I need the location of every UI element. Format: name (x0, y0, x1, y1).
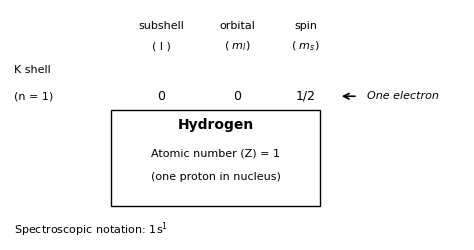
Text: (one proton in nucleus): (one proton in nucleus) (151, 172, 281, 182)
Text: spin: spin (294, 21, 317, 31)
Text: 0: 0 (157, 90, 165, 103)
Text: ( l ): ( l ) (152, 41, 171, 51)
Text: ( $m_s$): ( $m_s$) (292, 40, 320, 53)
Text: K shell: K shell (14, 65, 51, 75)
Text: 1/2: 1/2 (296, 90, 316, 103)
Text: One electron: One electron (367, 91, 439, 101)
Text: Spectroscopic notation: 1s$^1$: Spectroscopic notation: 1s$^1$ (14, 221, 168, 239)
Text: Hydrogen: Hydrogen (178, 118, 254, 132)
Text: 0: 0 (233, 90, 241, 103)
Text: subshell: subshell (138, 21, 184, 31)
Text: (n = 1): (n = 1) (14, 91, 54, 101)
FancyBboxPatch shape (111, 110, 320, 206)
Text: orbital: orbital (219, 21, 255, 31)
Text: ( $m_l$): ( $m_l$) (224, 40, 250, 53)
Text: Atomic number (Z) = 1: Atomic number (Z) = 1 (151, 149, 280, 159)
